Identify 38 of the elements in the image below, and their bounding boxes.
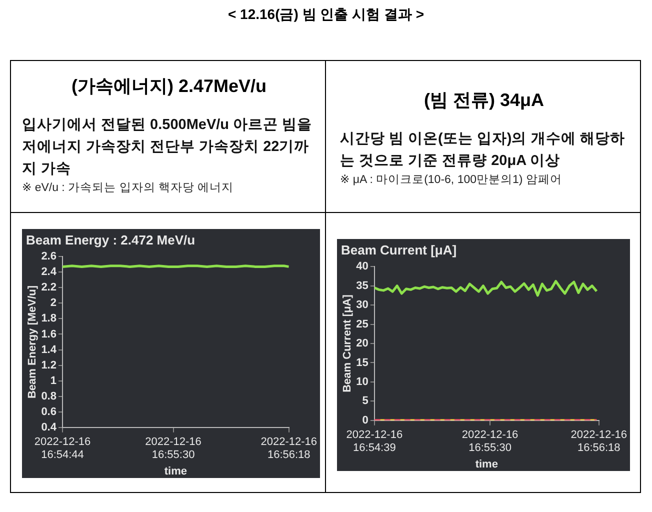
x-tick-label: 2022-12-16 16:56:18 bbox=[570, 429, 628, 454]
y-tick-label: 2 bbox=[50, 297, 56, 310]
text: ※ eV/u : 가속되는 입자의 핵자당 에너지 bbox=[22, 181, 235, 196]
y-tick-label: 35 bbox=[356, 280, 368, 292]
y-tick-label: 1 bbox=[50, 374, 56, 387]
y-tick-label: 0 bbox=[362, 414, 368, 426]
y-tick-label: 2.2 bbox=[41, 282, 56, 294]
chart-title: Beam Current [μA] bbox=[341, 242, 457, 258]
y-axis-title: Beam Current [μA] bbox=[342, 294, 354, 392]
x-axis-title: time bbox=[164, 465, 187, 478]
y-axis-title: Beam Energy [MeV/u] bbox=[26, 285, 39, 399]
text: 시간당 빔 이온(또는 입자)의 개수에 해당하는 것으로 기준 전류량 20μA 이상 bbox=[340, 130, 626, 171]
y-tick-label: 10 bbox=[356, 376, 368, 388]
y-tick-label: 5 bbox=[362, 395, 368, 408]
y-tick-label: 25 bbox=[356, 318, 368, 330]
y-tick-label: 1.8 bbox=[41, 312, 56, 325]
y-tick-label: 0.6 bbox=[41, 406, 56, 418]
y-tick-label: 2.6 bbox=[41, 250, 56, 263]
y-tick-label: 1.2 bbox=[41, 359, 56, 372]
y-tick-label: 0.4 bbox=[41, 421, 58, 434]
x-tick-label: 2022-12-16 16:54:39 bbox=[346, 429, 403, 454]
text: (가속에너지) 2.47MeV/u bbox=[70, 75, 268, 98]
text: 입사기에서 전달된 0.500MeV/u 아르곤 빔을 저에너지 가속장치 전단부 가속장치 22기까지 가속 bbox=[22, 116, 314, 179]
y-tick-label: 2.4 bbox=[41, 266, 58, 278]
y-tick-label: 30 bbox=[356, 299, 368, 312]
text: (빔 전류) 34μA bbox=[422, 89, 546, 112]
y-tick-label: 1.4 bbox=[41, 344, 58, 356]
x-tick-label: 2022-12-16 16:54:44 bbox=[34, 436, 91, 462]
text: < 12.16(금) 빔 인출 시험 결과 > bbox=[226, 6, 426, 24]
x-tick-label: 2022-12-16 16:56:18 bbox=[260, 436, 318, 462]
x-axis-title: time bbox=[475, 458, 498, 470]
y-tick-label: 20 bbox=[356, 338, 368, 350]
chart-title: Beam Energy : 2.472 MeV/u bbox=[26, 232, 196, 248]
y-tick-label: 15 bbox=[356, 356, 368, 369]
y-tick-label: 40 bbox=[356, 260, 368, 273]
text: ※ μA : 마이크로(10-6, 100만분의1) 암페어 bbox=[340, 173, 563, 188]
y-tick-label: 0.8 bbox=[41, 390, 56, 402]
y-tick-label: 1.6 bbox=[41, 328, 56, 340]
